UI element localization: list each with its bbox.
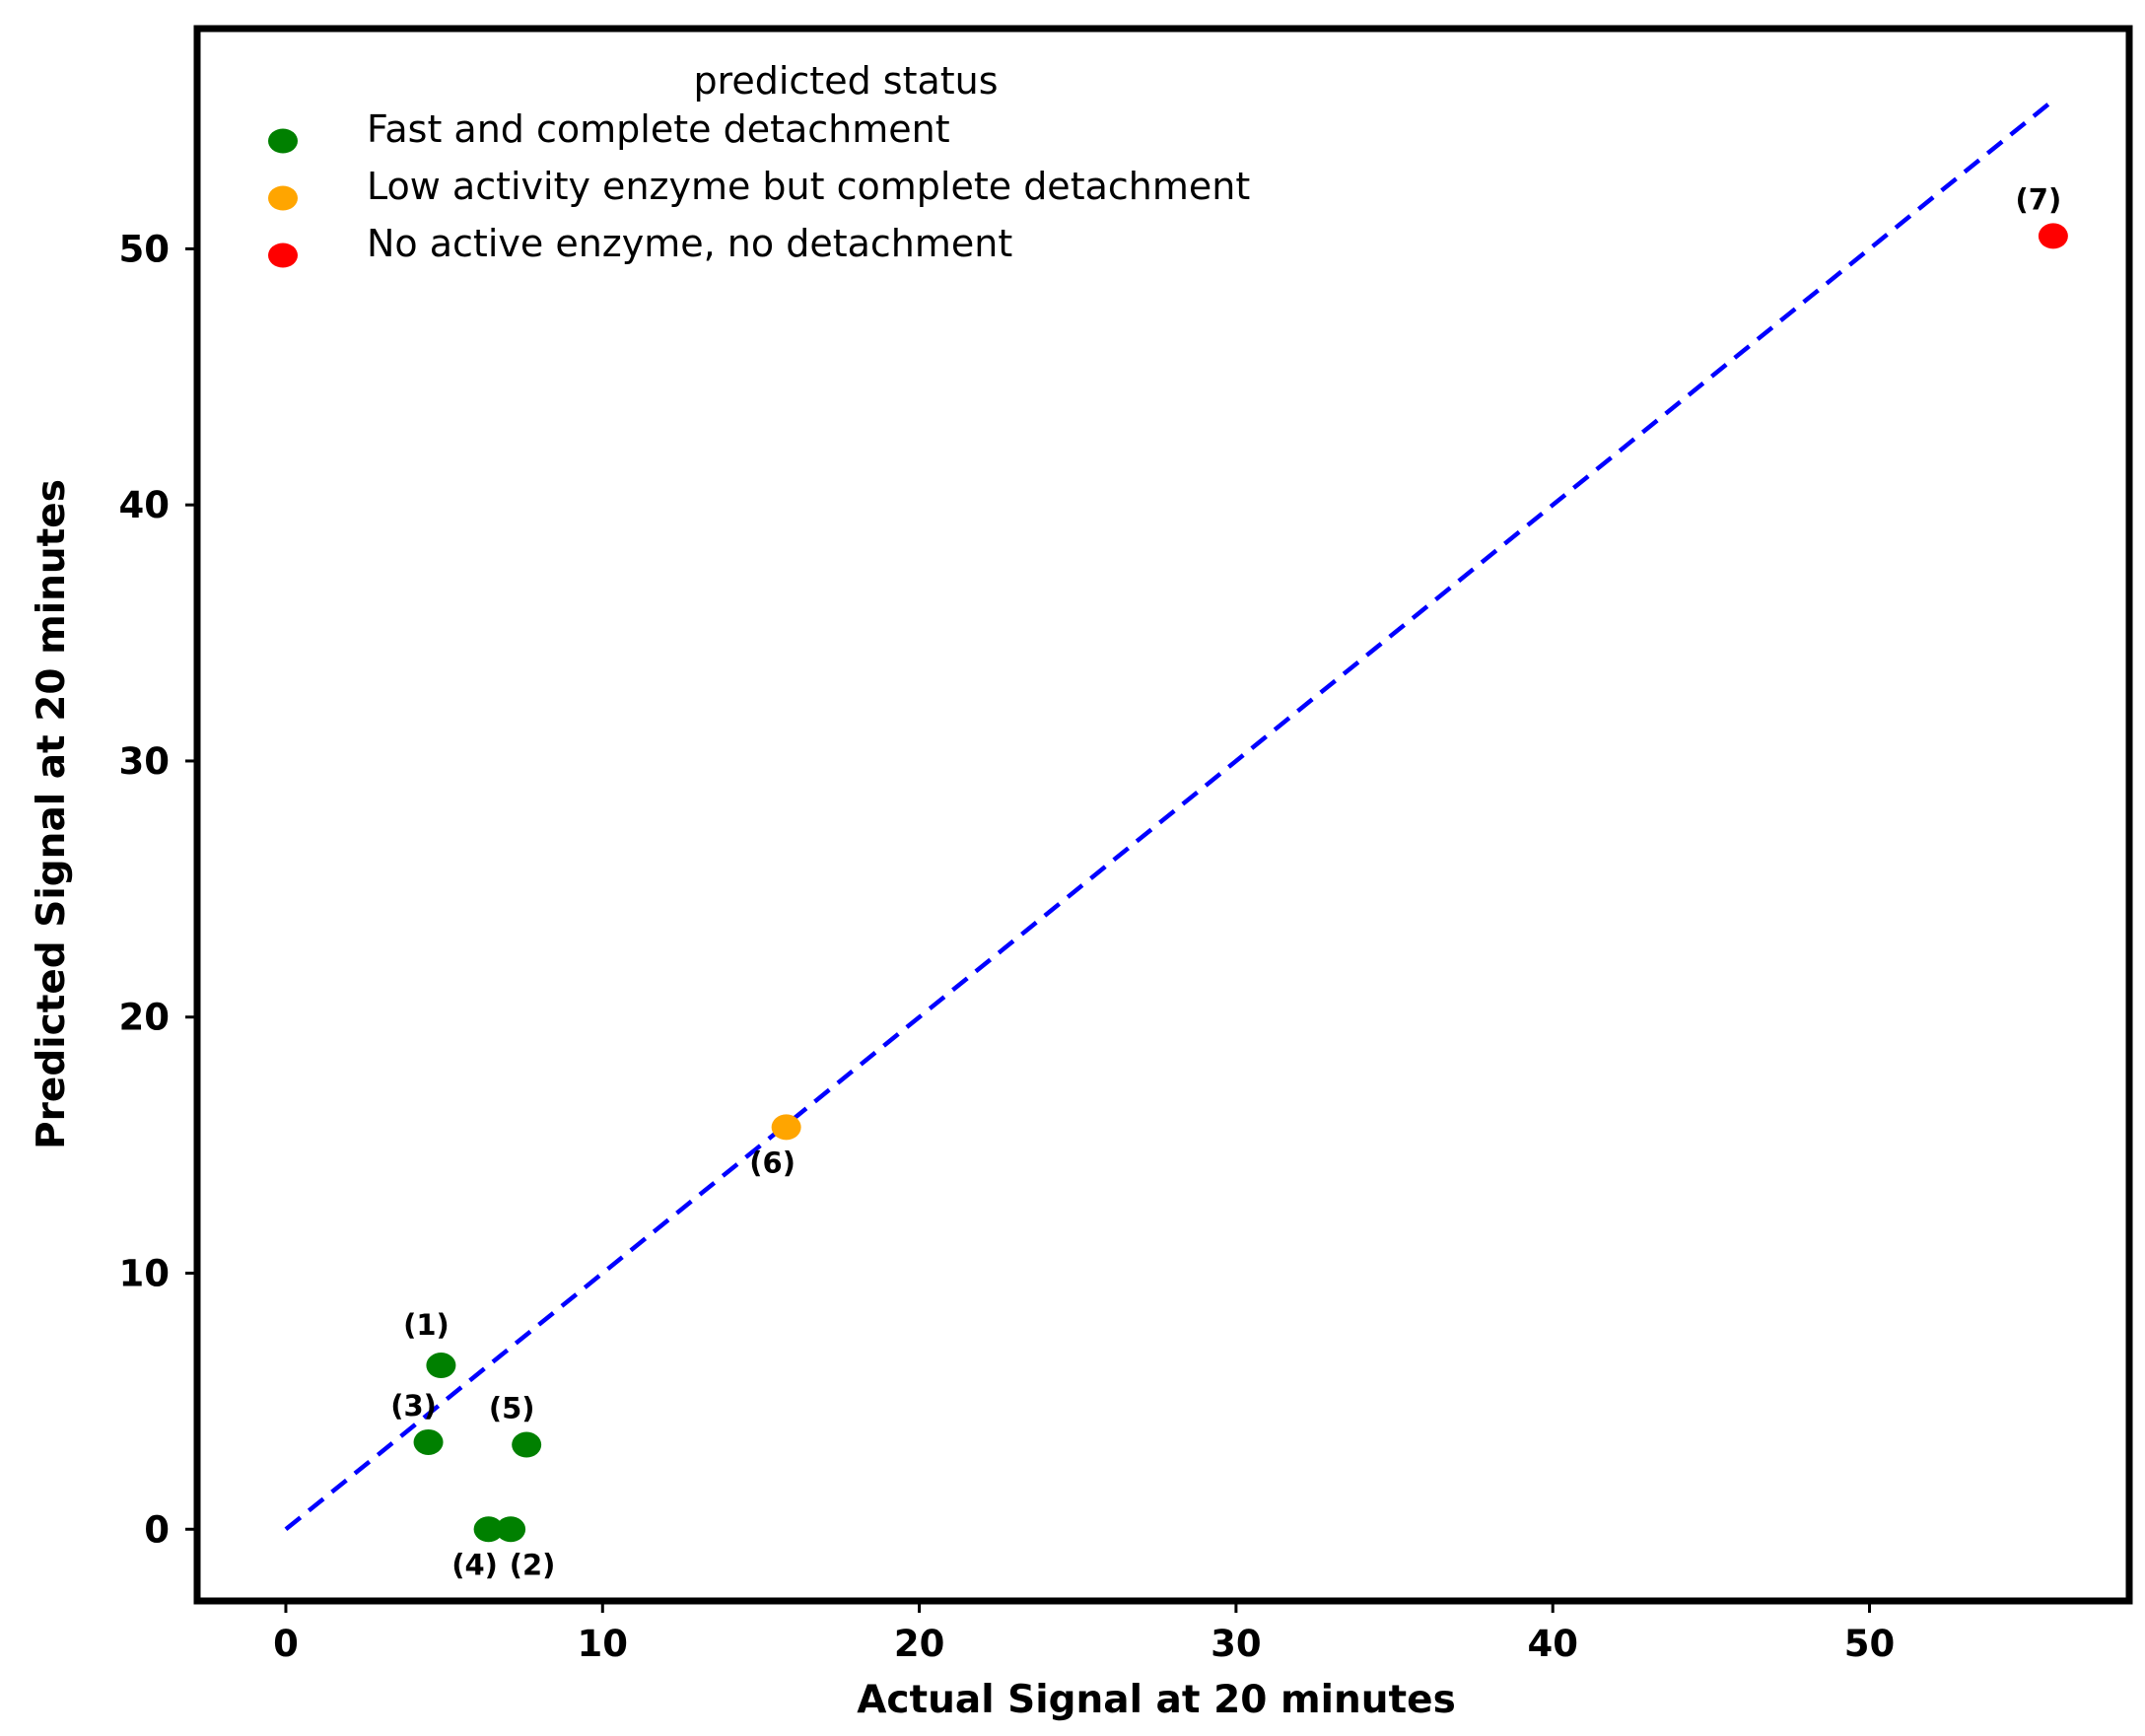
- legend-entry-label: No active enzyme, no detachment: [367, 222, 1012, 265]
- legend-entry-label: Low activity enzyme but complete detachm…: [367, 165, 1250, 208]
- data-point-label: (1): [403, 1308, 450, 1342]
- data-point-label: (6): [749, 1146, 796, 1179]
- data-point-label: (2): [510, 1548, 556, 1581]
- data-point: [2038, 223, 2068, 249]
- x-axis-label: Actual Signal at 20 minutes: [857, 1678, 1456, 1722]
- y-tick-label: 40: [119, 484, 171, 526]
- data-point: [473, 1516, 504, 1543]
- y-tick-label: 20: [119, 997, 171, 1039]
- legend: predicted status Fast and complete detac…: [268, 59, 1250, 268]
- data-point: [512, 1431, 542, 1458]
- y-tick-label: 10: [119, 1252, 171, 1294]
- legend-marker: [268, 128, 298, 154]
- x-tick-label: 40: [1527, 1623, 1578, 1665]
- data-point: [413, 1428, 444, 1455]
- reference-diagonal-line: [284, 98, 2055, 1532]
- data-point-label: (5): [489, 1392, 535, 1425]
- data-point: [496, 1516, 526, 1543]
- y-tick-label: 50: [119, 228, 171, 270]
- plot-frame: [193, 25, 2133, 1605]
- y-axis-ticks: 0 10 20 30 40 50: [119, 228, 197, 1551]
- x-axis-ticks: 0 10 20 30 40 50: [273, 1601, 1895, 1665]
- data-points: [413, 223, 2068, 1543]
- legend-marker: [268, 243, 298, 268]
- legend-title: predicted status: [693, 59, 998, 103]
- x-tick-label: 50: [1844, 1623, 1896, 1665]
- data-point-labels: (1) (2) (3) (4) (5) (6) (7): [390, 182, 2061, 1581]
- legend-entries: Fast and complete detachment Low activity…: [268, 107, 1250, 268]
- y-tick-label: 30: [119, 740, 171, 783]
- legend-marker: [268, 185, 298, 211]
- x-tick-label: 10: [578, 1623, 629, 1665]
- data-point-label: (3): [390, 1389, 437, 1423]
- data-point: [771, 1114, 801, 1141]
- y-axis-label: Predicted Signal at 20 minutes: [30, 479, 74, 1149]
- x-tick-label: 0: [273, 1623, 299, 1665]
- x-tick-label: 20: [894, 1623, 945, 1665]
- legend-entry-label: Fast and complete detachment: [367, 107, 950, 151]
- data-point-label: (4): [451, 1548, 498, 1581]
- data-point: [426, 1353, 456, 1379]
- data-point-label: (7): [2016, 182, 2062, 216]
- y-tick-label: 0: [144, 1508, 170, 1551]
- x-tick-label: 30: [1211, 1623, 1262, 1665]
